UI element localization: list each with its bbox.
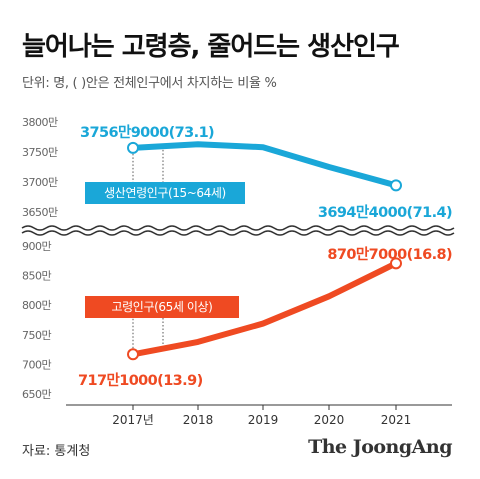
x-tick-label: 2018 <box>183 413 214 427</box>
legend-elderly: 고령인구(65세 이상) <box>85 296 239 318</box>
legend-working-age: 생산연령인구(15~64세) <box>85 182 245 204</box>
y-tick-label: 3750만 <box>22 146 58 159</box>
y-tick-label: 3650만 <box>22 206 58 219</box>
working-age-point <box>390 179 402 192</box>
y-tick-label: 750만 <box>22 329 51 342</box>
x-tick-label: 2020 <box>314 413 345 427</box>
y-tick-label: 3700만 <box>22 176 58 189</box>
axis-break <box>21 225 455 236</box>
legend-elderly-label: 고령인구(65세 이상) <box>112 300 213 314</box>
bottom-y-axis-ticks: 900만 850만 800만 750만 700만 650만 <box>22 240 52 401</box>
legend-working-age-box <box>85 182 245 204</box>
y-tick-label: 850만 <box>22 270 51 283</box>
source-note: 자료: 통계청 <box>22 444 91 459</box>
legend-working-age-label: 생산연령인구(15~64세) <box>104 186 226 200</box>
elderly-line <box>130 260 399 358</box>
working-age-point <box>127 141 139 154</box>
top-y-axis-ticks: 3800만 3750만 3700만 3650만 <box>22 116 58 219</box>
x-tick-label: 2017년 <box>112 413 154 427</box>
y-tick-label: 800만 <box>22 299 51 312</box>
x-tick-label: 2021 <box>381 413 412 427</box>
working-age-series <box>127 141 402 192</box>
working-age-line <box>130 141 399 189</box>
page-title: 늘어나는 고령층, 줄어드는 생산인구 <box>22 32 400 62</box>
annotation-elderly-2021: 870만7000(16.8) <box>327 246 452 263</box>
x-tick-label: 2019 <box>248 413 279 427</box>
y-tick-label: 900만 <box>22 240 51 253</box>
y-tick-label: 3800만 <box>22 116 58 129</box>
y-tick-label: 700만 <box>22 358 51 371</box>
elderly-point <box>127 348 139 361</box>
annotation-working-age-2021: 3694만4000(71.4) <box>318 204 452 221</box>
dotted-guides <box>132 149 164 352</box>
annotation-working-age-2017: 3756만9000(73.1) <box>80 124 214 141</box>
annotation-elderly-2017: 717만1000(13.9) <box>78 372 203 389</box>
elderly-point <box>390 257 402 270</box>
y-tick-label: 650만 <box>22 388 51 401</box>
brand-logo: The JoongAng <box>308 436 452 458</box>
x-axis-ticks: 2017년 2018 2019 2020 2021 <box>112 405 411 427</box>
chart-subtitle: 단위: 명, ( )안은 전체인구에서 차지하는 비율 % <box>22 76 277 91</box>
elderly-series <box>127 257 402 361</box>
legend-elderly-box <box>85 296 239 318</box>
